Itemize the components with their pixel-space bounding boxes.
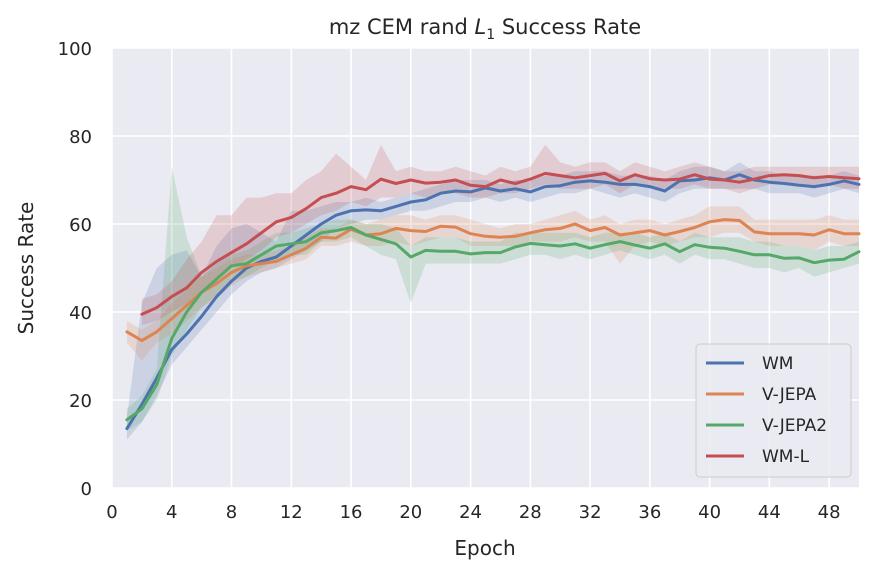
y-tick-label: 100 — [58, 39, 92, 60]
x-axis-label: Epoch — [454, 536, 515, 560]
x-tick-label: 48 — [818, 502, 841, 523]
y-tick-label: 60 — [69, 215, 92, 236]
x-tick-label: 28 — [519, 502, 542, 523]
legend: WM V-JEPA V-JEPA2 WM-L — [695, 343, 852, 478]
series-lines — [125, 171, 861, 431]
line-v-jepa2 — [125, 226, 861, 422]
x-tick-label: 12 — [280, 502, 303, 523]
x-tick-label: 24 — [459, 502, 482, 523]
y-axis-label: Success Rate — [14, 202, 38, 335]
title-prefix: mz CEM rand — [329, 15, 475, 39]
title-sub: 1 — [486, 27, 495, 43]
y-tick-label: 20 — [69, 391, 92, 412]
x-tick-label: 36 — [638, 502, 661, 523]
x-tick-label: 16 — [340, 502, 363, 523]
chart-title: mz CEM rand L1 Success Rate — [329, 15, 641, 43]
x-tick-label: 44 — [758, 502, 781, 523]
x-tick-label: 8 — [226, 502, 237, 523]
x-tick-labels: 0 4 8 12 16 20 24 28 32 36 40 44 48 — [106, 502, 840, 523]
legend-label-v-jepa: V-JEPA — [762, 385, 817, 405]
title-var: L — [475, 15, 487, 39]
y-tick-labels: 0 20 40 60 80 100 — [58, 39, 92, 500]
legend-box — [695, 343, 852, 478]
y-tick-label: 40 — [69, 303, 92, 324]
y-tick-label: 80 — [69, 127, 92, 148]
x-tick-label: 40 — [698, 502, 721, 523]
legend-items: WM V-JEPA V-JEPA2 WM-L — [706, 354, 827, 467]
y-tick-label: 0 — [81, 479, 92, 500]
title-suffix: Success Rate — [495, 15, 641, 39]
line-v-jepa — [125, 218, 861, 343]
legend-label-v-jepa2: V-JEPA2 — [762, 416, 827, 436]
line-wm-l — [140, 171, 861, 316]
band-wm-l — [141, 144, 859, 326]
x-tick-label: 20 — [399, 502, 422, 523]
x-tick-label: 0 — [106, 502, 117, 523]
x-tick-label: 4 — [166, 502, 177, 523]
x-tick-label: 32 — [579, 502, 602, 523]
legend-label-wm: WM — [762, 354, 793, 374]
legend-label-wm-l: WM-L — [762, 447, 810, 467]
